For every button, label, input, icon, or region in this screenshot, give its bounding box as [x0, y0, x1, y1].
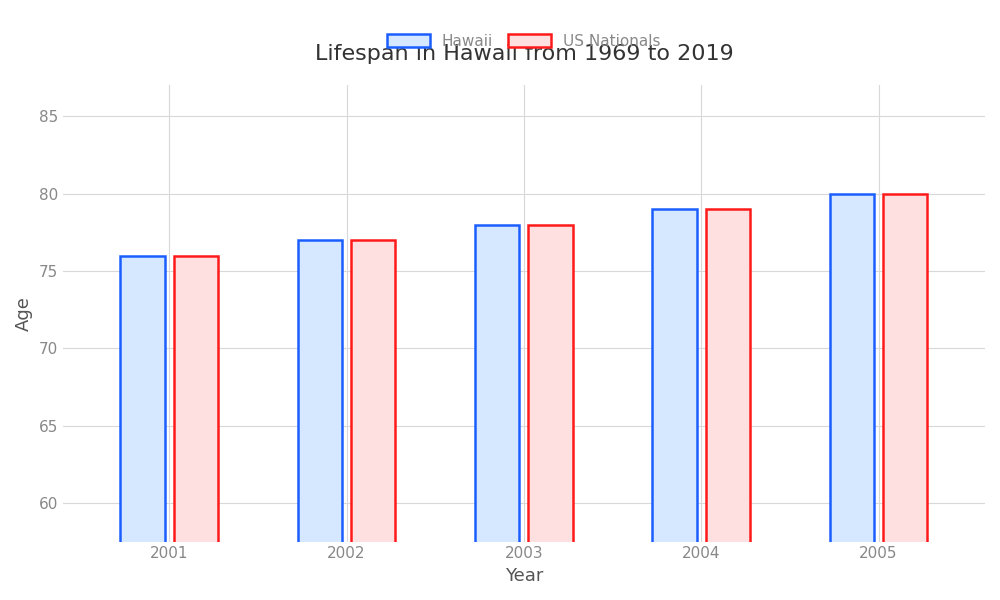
Bar [652, 209, 697, 600]
Bar [351, 240, 395, 600]
Legend: Hawaii, US Nationals: Hawaii, US Nationals [387, 34, 661, 49]
Bar [528, 224, 573, 600]
Bar [174, 256, 218, 600]
Title: Lifespan in Hawaii from 1969 to 2019: Lifespan in Hawaii from 1969 to 2019 [315, 44, 733, 64]
Bar [706, 209, 750, 600]
Bar [883, 194, 927, 600]
Bar [830, 194, 874, 600]
Bar [120, 256, 165, 600]
X-axis label: Year: Year [505, 567, 543, 585]
Y-axis label: Age: Age [15, 296, 33, 331]
Bar [298, 240, 342, 600]
Bar [475, 224, 519, 600]
